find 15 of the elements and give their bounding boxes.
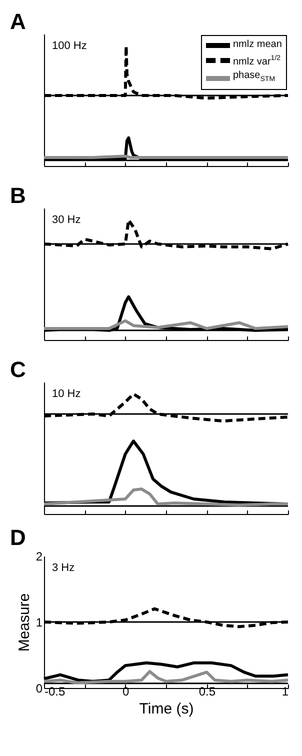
chart-title: B xyxy=(10,183,26,208)
x-axis-title: Time (s) xyxy=(139,700,194,718)
chart-title: C xyxy=(10,357,26,382)
chart-title: D xyxy=(10,525,26,550)
annotation: 100 Hz xyxy=(52,40,87,52)
y-tick-label: 2 xyxy=(36,550,43,564)
legend-label: nmlz var$^{1/2}$ xyxy=(233,54,281,70)
annotation: 30 Hz xyxy=(52,214,81,226)
annotation: 10 Hz xyxy=(52,388,81,400)
legend-label: phase$_{STM}$ xyxy=(233,69,276,86)
annotation: 3 Hz xyxy=(52,562,75,574)
y-axis-title: Measure xyxy=(16,593,33,652)
legend-label: nmlz mean xyxy=(233,38,282,52)
chart-title: A xyxy=(10,9,26,34)
y-tick-label: 1 xyxy=(36,616,43,630)
